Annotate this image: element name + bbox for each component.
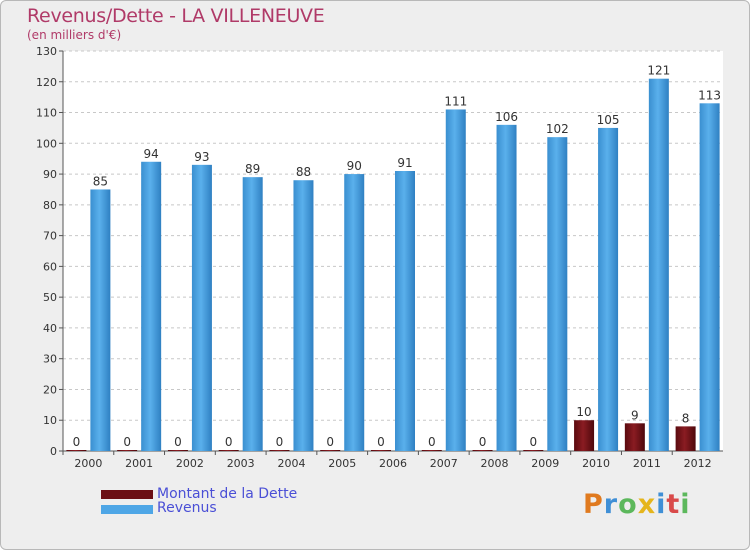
data-label-dette: 0 bbox=[123, 435, 131, 449]
data-label-revenus: 106 bbox=[495, 110, 518, 124]
x-tick-label: 2005 bbox=[328, 457, 356, 470]
logo-letter: P bbox=[583, 489, 604, 520]
data-label-revenus: 93 bbox=[194, 150, 209, 164]
y-tick-label: 60 bbox=[43, 260, 57, 273]
data-label-revenus: 94 bbox=[144, 147, 159, 161]
bar-revenus bbox=[90, 189, 111, 451]
bar-revenus bbox=[191, 164, 212, 451]
data-label-dette: 0 bbox=[225, 435, 233, 449]
data-label-revenus: 105 bbox=[597, 113, 620, 127]
legend-label-dette: Montant de la Dette bbox=[157, 486, 298, 502]
bar-dette bbox=[66, 450, 87, 451]
y-tick-label: 130 bbox=[36, 45, 57, 58]
bar-dette bbox=[218, 450, 239, 451]
legend-swatch-revenus bbox=[101, 505, 153, 514]
data-label-revenus: 90 bbox=[347, 159, 362, 173]
plot-area bbox=[63, 51, 723, 451]
x-tick-label: 2007 bbox=[430, 457, 458, 470]
data-label-revenus: 88 bbox=[296, 165, 311, 179]
bar-revenus bbox=[242, 177, 263, 451]
y-tick-label: 90 bbox=[43, 168, 57, 181]
data-label-revenus: 102 bbox=[546, 122, 569, 136]
x-tick-label: 2001 bbox=[125, 457, 153, 470]
data-label-dette: 0 bbox=[377, 435, 385, 449]
x-tick-label: 2009 bbox=[531, 457, 559, 470]
data-label-revenus: 89 bbox=[245, 162, 260, 176]
bar-dette bbox=[624, 423, 645, 451]
legend-swatch-dette bbox=[101, 490, 153, 499]
bar-dette bbox=[167, 450, 188, 451]
logo-letter: x bbox=[637, 489, 657, 520]
data-label-dette: 0 bbox=[326, 435, 334, 449]
y-tick-label: 50 bbox=[43, 291, 57, 304]
bar-revenus bbox=[344, 174, 365, 452]
data-label-dette: 0 bbox=[529, 435, 537, 449]
legend-label-revenus: Revenus bbox=[157, 500, 217, 516]
data-label-dette: 0 bbox=[428, 435, 436, 449]
data-label-revenus: 91 bbox=[397, 156, 412, 170]
x-tick-label: 2010 bbox=[582, 457, 610, 470]
chart-title: Revenus/Dette - LA VILLENEUVE bbox=[27, 5, 325, 27]
y-tick-label: 0 bbox=[50, 445, 57, 458]
bar-revenus bbox=[648, 78, 669, 451]
data-label-revenus: 121 bbox=[647, 64, 670, 78]
x-tick-label: 2004 bbox=[277, 457, 305, 470]
logo-letter: o bbox=[618, 489, 638, 520]
y-tick-label: 70 bbox=[43, 230, 57, 243]
x-tick-label: 2000 bbox=[74, 457, 102, 470]
bar-dette bbox=[523, 450, 544, 451]
x-tick-label: 2012 bbox=[684, 457, 712, 470]
y-tick-label: 20 bbox=[43, 383, 57, 396]
y-tick-label: 40 bbox=[43, 322, 57, 335]
data-label-dette: 10 bbox=[576, 405, 591, 419]
bar-revenus bbox=[395, 171, 415, 451]
data-label-dette: 0 bbox=[276, 435, 284, 449]
bar-dette bbox=[574, 420, 595, 451]
y-tick-label: 80 bbox=[43, 199, 57, 212]
proxiti-logo: Proxiti bbox=[583, 489, 691, 520]
bar-dette bbox=[472, 450, 493, 451]
chart-subtitle: (en milliers d'€) bbox=[27, 28, 122, 42]
bar-dette bbox=[269, 450, 290, 451]
bar-revenus bbox=[293, 180, 314, 451]
bar-dette bbox=[421, 450, 442, 451]
bar-revenus bbox=[598, 127, 619, 451]
bar-dette bbox=[320, 450, 341, 451]
data-label-revenus: 111 bbox=[444, 94, 467, 108]
x-tick-label: 2011 bbox=[633, 457, 661, 470]
bar-dette bbox=[371, 450, 391, 451]
x-tick-label: 2003 bbox=[227, 457, 255, 470]
y-tick-label: 120 bbox=[36, 76, 57, 89]
data-label-revenus: 113 bbox=[698, 88, 721, 102]
y-tick-label: 30 bbox=[43, 353, 57, 366]
data-label-dette: 0 bbox=[73, 435, 81, 449]
bar-revenus bbox=[547, 137, 568, 451]
bar-revenus bbox=[445, 109, 466, 451]
logo-letter: t bbox=[666, 489, 681, 520]
data-label-dette: 8 bbox=[682, 411, 690, 425]
data-label-dette: 9 bbox=[631, 408, 639, 422]
bar-dette bbox=[117, 450, 138, 451]
bar-revenus bbox=[496, 124, 517, 451]
bar-revenus bbox=[699, 103, 720, 452]
data-label-dette: 0 bbox=[479, 435, 487, 449]
x-tick-label: 2002 bbox=[176, 457, 204, 470]
bar-revenus bbox=[141, 161, 162, 451]
x-tick-label: 2008 bbox=[481, 457, 509, 470]
y-tick-label: 10 bbox=[43, 414, 57, 427]
x-tick-label: 2006 bbox=[379, 457, 407, 470]
y-tick-label: 110 bbox=[36, 107, 57, 120]
data-label-dette: 0 bbox=[174, 435, 182, 449]
logo-letter: i bbox=[656, 489, 667, 520]
data-label-revenus: 85 bbox=[93, 174, 108, 188]
logo-letter: i bbox=[680, 489, 691, 520]
logo-letter: r bbox=[603, 489, 619, 520]
bar-dette bbox=[675, 426, 696, 451]
y-tick-label: 100 bbox=[36, 137, 57, 150]
